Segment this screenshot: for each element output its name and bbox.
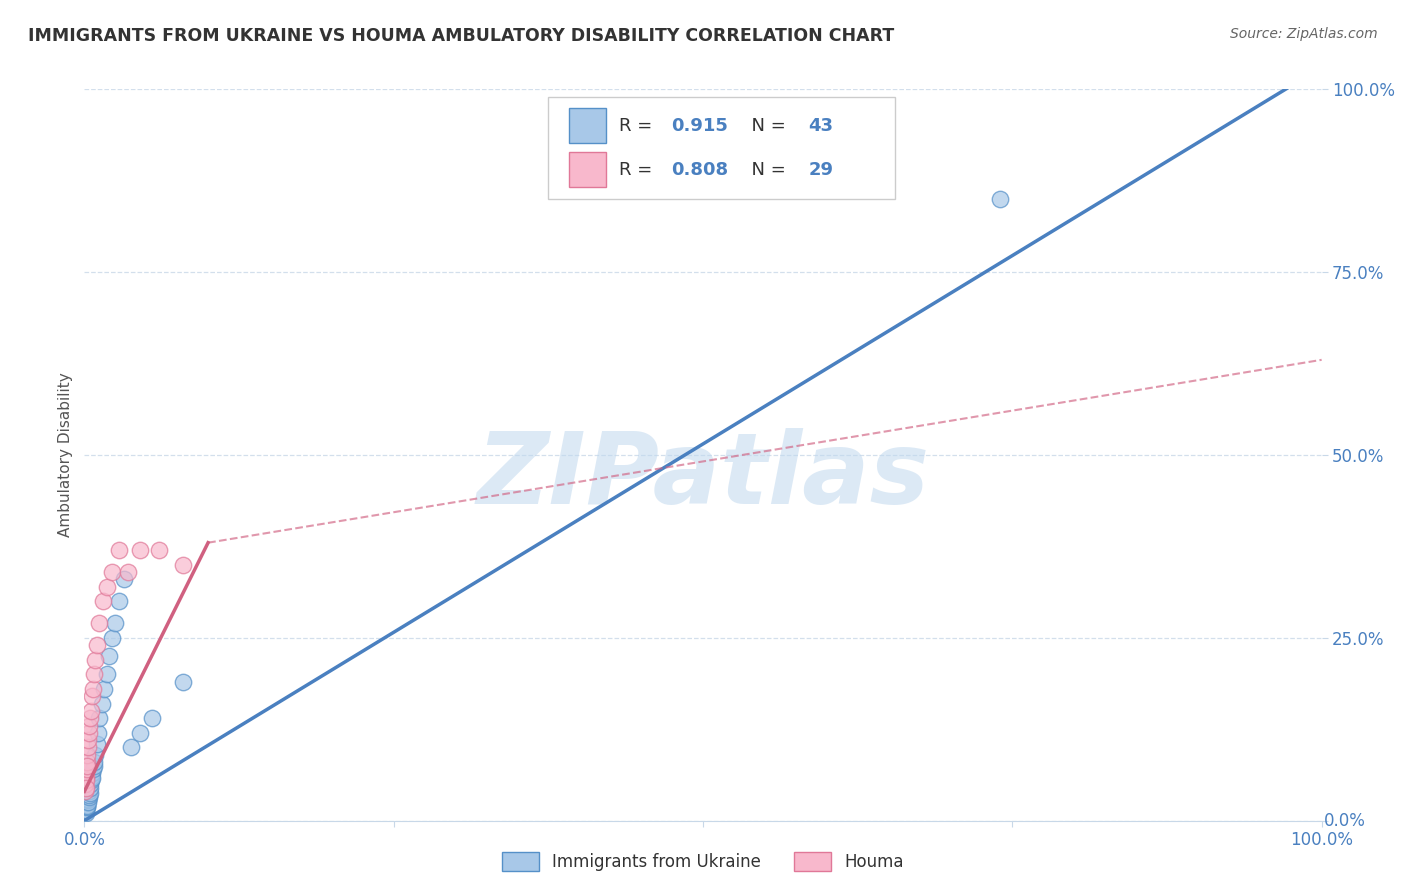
Point	[90, 697, 112, 711]
Point	[75, 770, 97, 784]
Text: ZIPatlas: ZIPatlas	[477, 428, 929, 525]
Point	[129, 543, 152, 558]
Point	[77, 790, 100, 805]
Point	[100, 631, 122, 645]
Point	[83, 755, 105, 769]
Point	[76, 800, 98, 814]
Point	[91, 594, 114, 608]
Point	[82, 763, 104, 777]
FancyBboxPatch shape	[548, 96, 894, 199]
Point	[77, 733, 100, 747]
Point	[75, 803, 97, 817]
Point	[79, 786, 101, 800]
Text: N =: N =	[740, 161, 792, 178]
Point	[76, 763, 98, 777]
Point	[86, 737, 108, 751]
Text: 0.0%: 0.0%	[1324, 812, 1367, 830]
Point	[76, 740, 98, 755]
Point	[172, 558, 194, 572]
Text: 0.808: 0.808	[671, 161, 728, 178]
Point	[76, 796, 98, 810]
Point	[77, 788, 100, 802]
Point	[89, 616, 111, 631]
Legend: Immigrants from Ukraine, Houma: Immigrants from Ukraine, Houma	[495, 846, 911, 878]
Point	[75, 800, 97, 814]
Point	[77, 796, 100, 810]
Point	[79, 773, 101, 788]
Point	[104, 616, 127, 631]
Text: R =: R =	[619, 161, 658, 178]
Point	[82, 681, 104, 696]
Text: R =: R =	[619, 117, 658, 135]
Point	[83, 758, 105, 772]
Point	[80, 766, 103, 780]
Text: IMMIGRANTS FROM UKRAINE VS HOUMA AMBULATORY DISABILITY CORRELATION CHART: IMMIGRANTS FROM UKRAINE VS HOUMA AMBULAT…	[28, 27, 894, 45]
Point	[79, 711, 101, 725]
Point	[75, 773, 97, 788]
Point	[96, 580, 118, 594]
Point	[86, 638, 108, 652]
Text: N =: N =	[740, 117, 792, 135]
Point	[98, 649, 121, 664]
Bar	[569, 108, 606, 144]
Point	[79, 704, 101, 718]
Point	[100, 565, 122, 579]
Point	[83, 667, 105, 681]
Point	[76, 755, 98, 769]
Point	[84, 653, 107, 667]
Point	[75, 799, 97, 814]
Point	[80, 690, 103, 704]
Point	[89, 711, 111, 725]
Point	[82, 771, 104, 785]
Point	[112, 572, 135, 586]
Point	[76, 797, 98, 812]
Y-axis label: Ambulatory Disability: Ambulatory Disability	[58, 373, 73, 537]
Point	[75, 806, 97, 821]
Point	[120, 740, 142, 755]
Bar	[569, 152, 606, 187]
Point	[172, 674, 194, 689]
Point	[77, 791, 100, 805]
Point	[75, 805, 97, 819]
Point	[148, 543, 170, 558]
Text: Source: ZipAtlas.com: Source: ZipAtlas.com	[1230, 27, 1378, 41]
Point	[93, 681, 115, 696]
Point	[79, 784, 101, 798]
Point	[73, 784, 96, 798]
Point	[129, 726, 152, 740]
Point	[76, 799, 98, 814]
Point	[76, 793, 98, 807]
Point	[79, 780, 101, 795]
Point	[141, 711, 163, 725]
Point	[117, 565, 139, 579]
Point	[87, 726, 110, 740]
Point	[108, 543, 131, 558]
Point	[79, 718, 101, 732]
Point	[108, 594, 131, 608]
Point	[75, 780, 97, 795]
Text: 43: 43	[808, 117, 834, 135]
Point	[76, 747, 98, 762]
Point	[75, 777, 97, 791]
Point	[79, 777, 101, 791]
Point	[80, 770, 103, 784]
Point	[988, 192, 1011, 206]
Text: 29: 29	[808, 161, 834, 178]
Point	[84, 747, 107, 762]
Point	[73, 803, 96, 817]
Point	[96, 667, 118, 681]
Point	[77, 726, 100, 740]
Text: 0.915: 0.915	[671, 117, 728, 135]
Point	[76, 758, 98, 772]
